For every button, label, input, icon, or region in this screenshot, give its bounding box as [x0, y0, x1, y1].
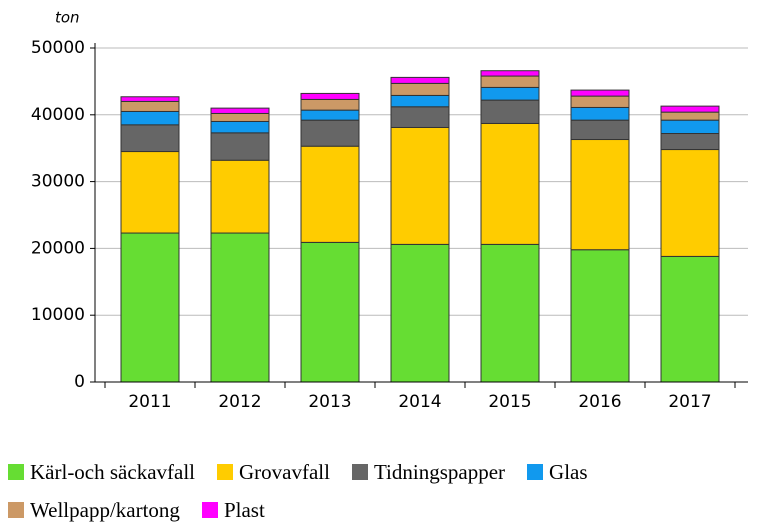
x-tick-label: 2017	[668, 392, 711, 412]
legend-item: Glas	[527, 460, 588, 484]
y-axis-label: ton	[55, 9, 80, 27]
legend-label: Wellpapp/kartong	[30, 498, 180, 522]
bar-segment	[390, 106, 450, 128]
bar-segment	[660, 133, 720, 151]
bar-segment	[210, 107, 270, 114]
bar-segment	[120, 232, 180, 383]
bar-segment	[570, 139, 630, 251]
legend-swatch	[201, 502, 218, 518]
bar-segment	[390, 243, 450, 383]
bar-segment	[660, 111, 720, 121]
legend-swatch	[217, 464, 233, 480]
bar-segment	[570, 249, 630, 383]
y-tick-label: 50000	[31, 38, 85, 58]
x-tick-label: 2016	[578, 392, 621, 412]
bar-segment	[120, 100, 180, 112]
bar-segment	[120, 110, 180, 126]
bar-segment	[300, 98, 360, 111]
legend-label: Grovavfall	[239, 460, 330, 484]
legend-swatch	[351, 464, 368, 480]
legend-swatch	[8, 464, 24, 480]
bar-segment	[300, 145, 360, 243]
legend: Kärl-och säckavfall Grovavfall Tidningspap…	[8, 460, 648, 522]
x-tick-label: 2012	[218, 392, 261, 412]
bar-segment	[210, 120, 270, 134]
x-tick-label: 2011	[128, 392, 171, 412]
legend-item: Tidningspapper	[351, 460, 506, 484]
legend-label: Tidningspapper	[373, 460, 506, 484]
y-tick-label: 40000	[31, 105, 85, 125]
bar-segment	[480, 75, 540, 88]
bar-segment	[480, 86, 540, 101]
bar-segment	[480, 122, 540, 245]
bar-segment	[120, 124, 180, 153]
legend-label: Kärl-och säckavfall	[30, 460, 195, 484]
legend-item: Kärl-och säckavfall	[8, 460, 195, 484]
legend-item: Plast	[201, 498, 265, 522]
bar-segment	[210, 132, 270, 161]
x-tick-label: 2013	[308, 392, 351, 412]
bar-segment	[570, 119, 630, 141]
bar-segment	[390, 76, 450, 84]
y-tick-label: 20000	[31, 238, 85, 258]
bar-segment	[570, 89, 630, 97]
legend-item: Grovavfall	[217, 460, 330, 484]
x-tick-label: 2015	[488, 392, 531, 412]
bar-segment	[660, 105, 720, 113]
bar-segment	[390, 94, 450, 108]
legend-swatch	[8, 502, 24, 518]
y-tick-label: 30000	[31, 172, 85, 192]
bar-segment	[480, 243, 540, 383]
bar-segment	[660, 255, 720, 383]
legend-label: Plast	[223, 498, 265, 522]
bar-segment	[300, 241, 360, 383]
bar-segment	[570, 106, 630, 121]
bar-segment	[210, 159, 270, 234]
bar-segment	[300, 119, 360, 147]
bar-segment	[120, 151, 180, 234]
bar-segment	[480, 99, 540, 124]
chart: ton 0 10000 20000 30000 40000 50000 2011 2012 20…	[31, 9, 748, 412]
bar-segment	[480, 70, 540, 77]
bar-segment	[300, 92, 360, 100]
bar-segment	[390, 82, 450, 96]
x-tick-label: 2014	[398, 392, 441, 412]
legend-swatch	[527, 464, 544, 480]
bar-segment	[570, 95, 630, 108]
y-tick-label: 0	[74, 372, 85, 392]
bar-segment	[210, 112, 270, 122]
bar-segment	[660, 149, 720, 257]
y-tick-label: 10000	[31, 305, 85, 325]
bar-segment	[210, 232, 270, 383]
bar-segment	[390, 126, 450, 245]
bar-segment	[300, 109, 360, 121]
legend-label: Glas	[549, 460, 588, 484]
bar-segment	[660, 119, 720, 135]
bar-segment	[120, 96, 180, 102]
legend-item: Wellpapp/kartong	[8, 498, 180, 522]
